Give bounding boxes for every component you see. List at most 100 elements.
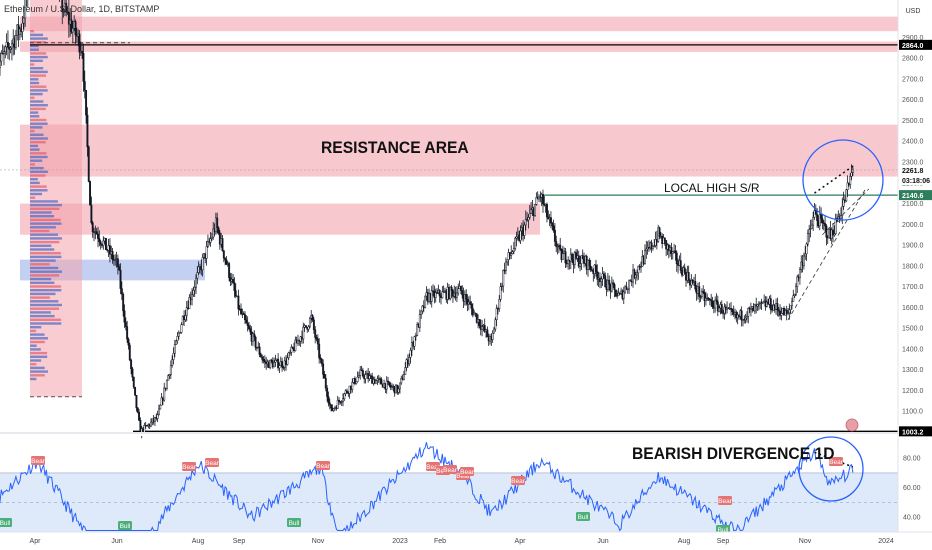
candle [471, 303, 474, 318]
bull-signal-box [0, 518, 12, 527]
candle [493, 326, 495, 334]
volume-profile-bar [30, 255, 62, 259]
bear-signal: Bear [718, 496, 733, 505]
candle [368, 370, 371, 382]
volume-profile-bar [30, 285, 61, 288]
candle [290, 344, 293, 356]
candle-body-down [136, 407, 139, 413]
candle [802, 252, 805, 270]
candle-body-up [622, 291, 625, 299]
candle-body-up [851, 168, 854, 173]
candle-body-up [10, 43, 13, 49]
candle [315, 334, 318, 342]
candle [95, 227, 98, 235]
candle-body-up [0, 60, 1, 68]
candle-body-down [259, 354, 262, 358]
candle-body-up [792, 295, 795, 302]
candle-body-up [278, 365, 281, 369]
candle-body-down [217, 227, 220, 234]
candle [845, 189, 848, 203]
volume-profile-bar [30, 359, 42, 362]
candle [135, 394, 138, 412]
candle [441, 286, 444, 299]
candle [323, 370, 326, 379]
candle-body-up [62, 11, 65, 13]
candle [671, 251, 674, 260]
candle [523, 222, 526, 240]
candle-body-down [240, 308, 242, 315]
candle [160, 392, 163, 406]
candle-body-down [604, 275, 607, 288]
candle [614, 289, 617, 297]
candle [180, 322, 183, 334]
volume-profile-bar [30, 133, 44, 136]
time-tick-label: Aug [192, 538, 205, 545]
candle [67, 0, 70, 38]
candle-body-down [650, 242, 653, 249]
candle-body-up [579, 263, 582, 267]
candle [457, 283, 460, 296]
candle [89, 180, 92, 206]
candle-body-up [274, 360, 277, 363]
candle-body-down [694, 281, 697, 290]
candle [111, 247, 114, 264]
candle [82, 43, 85, 92]
candle-body-down [315, 337, 318, 340]
candle-body-down [222, 250, 225, 259]
candle-body-down [120, 288, 123, 295]
candle-body-up [651, 245, 654, 249]
candle [130, 358, 133, 375]
time-tick-label: Nov [799, 538, 812, 545]
candle-body-up [617, 292, 620, 296]
candle-body-down [244, 314, 246, 321]
volume-profile-bar [30, 351, 48, 355]
candle-body-down [683, 267, 686, 273]
candle [662, 234, 665, 244]
candle [577, 250, 580, 269]
candle-body-up [530, 209, 533, 214]
candle [567, 256, 570, 270]
volume-profile-bar [30, 348, 41, 351]
volume-profile-bar [30, 289, 62, 292]
candle-body-up [793, 294, 796, 296]
bear-signal-box [511, 476, 525, 485]
candle-body-up [434, 292, 437, 298]
candle [197, 261, 200, 275]
candle [556, 243, 559, 255]
candle-body-down [6, 42, 9, 48]
candle [62, 8, 65, 18]
volume-profile-bar [30, 33, 44, 37]
candle-body-up [561, 253, 564, 260]
candle [237, 289, 240, 316]
candle-body-down [270, 359, 273, 363]
candle [514, 236, 517, 251]
candle-body-up [209, 238, 212, 243]
candle [498, 295, 501, 312]
candle-body-down [670, 247, 673, 254]
volume-profile-bar [30, 37, 48, 40]
candle-body-down [450, 286, 453, 291]
candle-body-down [715, 299, 718, 302]
candle-body-down [577, 255, 580, 267]
candle-body-down [116, 258, 119, 267]
candle [702, 285, 705, 295]
candle [757, 301, 760, 311]
volume-profile-bar [30, 152, 47, 155]
candle [714, 296, 717, 313]
candle-body-down [312, 319, 315, 330]
candle [546, 202, 548, 223]
candle [322, 359, 325, 379]
candle [351, 378, 354, 393]
candle [168, 374, 171, 380]
candle-body-up [414, 335, 417, 337]
candle-body-down [246, 322, 249, 326]
candle-body-up [499, 286, 502, 300]
candle-body-up [841, 206, 844, 216]
bull-signal-label: Bull [718, 527, 729, 534]
candle-body-up [159, 404, 162, 410]
time-tick-label: Feb [434, 538, 446, 545]
bull-signal: Bull [118, 521, 132, 530]
candle-body-down [242, 313, 245, 315]
candle [387, 377, 389, 385]
